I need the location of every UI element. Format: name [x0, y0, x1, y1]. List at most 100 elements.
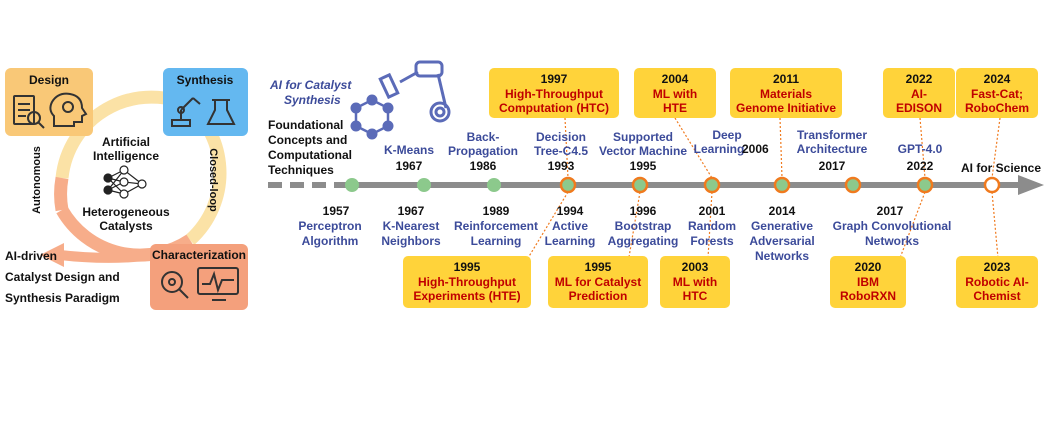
- milestone-box: 2011 Materials Genome Initiative: [730, 68, 842, 118]
- algo-year: 1967: [398, 204, 425, 218]
- ai-title-line-1: AI for Catalyst: [269, 78, 352, 92]
- center-line-2: Intelligence: [93, 149, 159, 163]
- milestone-line: AI-: [911, 87, 927, 101]
- ai-title-line-2: Synthesis: [284, 93, 341, 107]
- timeline-nodes: [345, 176, 1001, 194]
- milestone-box: 1995 High-Throughput Experiments (HTE): [403, 256, 531, 308]
- algo-name: Networks: [865, 234, 919, 248]
- paradigm-line-3: Synthesis Paradigm: [5, 291, 120, 305]
- milestone-line: IBM: [857, 275, 879, 289]
- algo-name: GPT-4.0: [898, 142, 943, 156]
- node-1993: [559, 176, 577, 194]
- autonomous-label: Autonomous: [31, 146, 43, 214]
- milestone-line: Computation (HTC): [499, 101, 609, 115]
- node-1986: [487, 178, 501, 192]
- algo-year: 2006: [742, 142, 769, 156]
- milestone-line: Experiments (HTE): [413, 289, 520, 303]
- milestone-box: 2023 Robotic AI- Chemist: [956, 256, 1038, 308]
- foundational-line-1: Foundational: [268, 118, 343, 132]
- algo-name: Bootstrap: [615, 219, 672, 233]
- design-label: Design: [29, 73, 69, 87]
- algo-year: 1967: [396, 159, 423, 173]
- algo-year: 1986: [470, 159, 497, 173]
- milestone-line: High-Throughput: [418, 275, 516, 289]
- milestone-line: Genome Initiative: [736, 101, 836, 115]
- algo-name: Random: [688, 219, 736, 233]
- milestone-line: Prediction: [569, 289, 628, 303]
- milestone-year: 2003: [682, 260, 709, 274]
- document-search-icon: [13, 95, 45, 129]
- algo-name: Perceptron: [298, 219, 361, 233]
- algo-name: Transformer: [797, 128, 867, 142]
- timeline-panel: AI for Catalyst Synthesis Foundational C…: [268, 60, 1044, 308]
- center-line-4: Catalysts: [99, 219, 153, 233]
- milestone-line: HTE: [663, 101, 687, 115]
- algo-name: Learning: [471, 234, 522, 248]
- algo-name: Deep: [712, 128, 741, 142]
- algo-name: Aggregating: [608, 234, 679, 248]
- timeline-axis: [268, 175, 1044, 195]
- center-line-3: Heterogeneous: [82, 205, 170, 219]
- characterization-label: Characterization: [152, 248, 246, 262]
- paradigm-line-1: AI-driven: [5, 249, 57, 263]
- milestone-box: 2003 ML with HTC: [660, 256, 730, 308]
- cycle-panel: Design Synthesis: [5, 68, 248, 310]
- algo-name: K-Means: [384, 143, 434, 157]
- foundational-line-3: Computational: [268, 148, 352, 162]
- milestone-line: Chemist: [973, 289, 1020, 303]
- algo-year: 1996: [630, 204, 657, 218]
- magnifier-molecule-icon: [161, 271, 189, 299]
- milestone-year: 2024: [984, 72, 1011, 86]
- algo-name: Neighbors: [381, 234, 441, 248]
- node-2017: [844, 176, 862, 194]
- algo-name: Architecture: [797, 142, 868, 156]
- algo-year: 1993: [548, 159, 575, 173]
- algo-name: Algorithm: [302, 234, 359, 248]
- milestone-year: 1995: [454, 260, 481, 274]
- brain-gear-icon: [49, 92, 88, 127]
- algo-name: Generative: [751, 219, 813, 233]
- milestone-line: RoboRXN: [840, 289, 896, 303]
- milestone-line: Materials: [760, 87, 812, 101]
- algo-name: Adversarial: [749, 234, 814, 248]
- synthesis-box: Synthesis: [163, 68, 248, 136]
- bottom-milestone-boxes: 1995 High-Throughput Experiments (HTE) 1…: [403, 256, 1038, 308]
- algo-name: K-Nearest: [383, 219, 440, 233]
- below-labels: 1957 Perceptron Algorithm 1967 K-Nearest…: [298, 204, 951, 263]
- milestone-line: Robotic AI-: [965, 275, 1029, 289]
- algo-year: 1994: [557, 204, 584, 218]
- milestone-line: ML with: [673, 275, 717, 289]
- node-future: [983, 176, 1001, 194]
- paradigm-line-2: Catalyst Design and: [5, 270, 120, 284]
- top-milestone-boxes: 1997 High-Throughput Computation (HTC) 2…: [489, 68, 1038, 118]
- algo-name: Reinforcement: [454, 219, 538, 233]
- milestone-box: 2022 AI- EDISON: [883, 68, 955, 118]
- algo-name: Active: [552, 219, 588, 233]
- milestone-box: 1997 High-Throughput Computation (HTC): [489, 68, 619, 118]
- milestone-box: 2004 ML with HTE: [634, 68, 716, 118]
- center-line-1: Artificial: [102, 135, 150, 149]
- synthesis-label: Synthesis: [177, 73, 234, 87]
- milestone-year: 2023: [984, 260, 1011, 274]
- milestone-year: 1995: [585, 260, 612, 274]
- milestone-year: 2022: [906, 72, 933, 86]
- milestone-year: 2020: [855, 260, 882, 274]
- node-2001: [703, 176, 721, 194]
- milestone-box: 1995 ML for Catalyst Prediction: [548, 256, 648, 308]
- algo-year: 1995: [630, 159, 657, 173]
- algo-year: 1989: [483, 204, 510, 218]
- closed-loop-label: Closed-loop: [207, 148, 219, 212]
- above-labels: K-Means 1967 Back- Propagation 1986 Deci…: [384, 128, 943, 173]
- algo-name: Forests: [690, 234, 734, 248]
- algo-year: 2014: [769, 204, 796, 218]
- node-1967: [417, 178, 431, 192]
- milestone-box: 2024 Fast-Cat; RoboChem: [956, 68, 1038, 118]
- milestone-line: RoboChem: [965, 101, 1029, 115]
- algo-name: Tree-C4.5: [534, 144, 588, 158]
- cycle-arc-left: [54, 176, 69, 212]
- milestone-year: 2004: [662, 72, 689, 86]
- algo-year: 1957: [323, 204, 350, 218]
- milestone-year: 2011: [773, 72, 799, 86]
- milestone-line: Fast-Cat;: [971, 87, 1023, 101]
